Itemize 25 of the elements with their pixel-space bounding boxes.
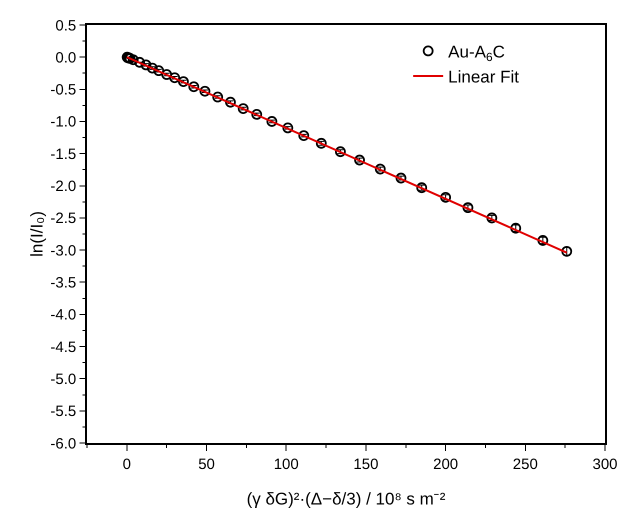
y-tick-label: 0.5 <box>55 17 76 34</box>
y-tick-label: -0.5 <box>50 82 76 99</box>
y-tick-label: 0.0 <box>55 49 76 66</box>
y-axis-title: ln(I/I₀) <box>28 211 46 257</box>
y-tick-label: -2.5 <box>50 210 76 228</box>
x-axis-title: (γ δG)²·(Δ−δ/3) / 10⁸ s m⁻² <box>246 490 446 508</box>
x-tick-label: 100 <box>274 456 299 473</box>
x-tick-label: 250 <box>512 456 538 473</box>
y-tick-label: -5.0 <box>50 370 76 388</box>
x-tick-label: 200 <box>433 456 458 473</box>
x-tick-label: 300 <box>592 456 618 473</box>
y-tick-label: -4.0 <box>50 306 76 324</box>
y-tick-label: -3.0 <box>50 242 76 260</box>
y-tick-label: -6.0 <box>50 435 76 452</box>
y-tick-label: -1.0 <box>50 114 76 131</box>
y-tick-label: -4.5 <box>50 338 76 356</box>
y-tick-label: -1.5 <box>50 146 76 163</box>
x-tick-label: 0 <box>122 456 132 473</box>
x-tick-label: 150 <box>353 456 378 473</box>
y-tick-label: -5.5 <box>50 403 76 420</box>
legend-label: Au-A$_{6}$C <box>448 42 505 64</box>
legend-label: Linear Fit <box>448 68 520 87</box>
x-tick-label: 50 <box>198 456 215 473</box>
y-tick-label: -3.5 <box>50 274 76 292</box>
y-tick-label: -2.0 <box>50 178 76 196</box>
